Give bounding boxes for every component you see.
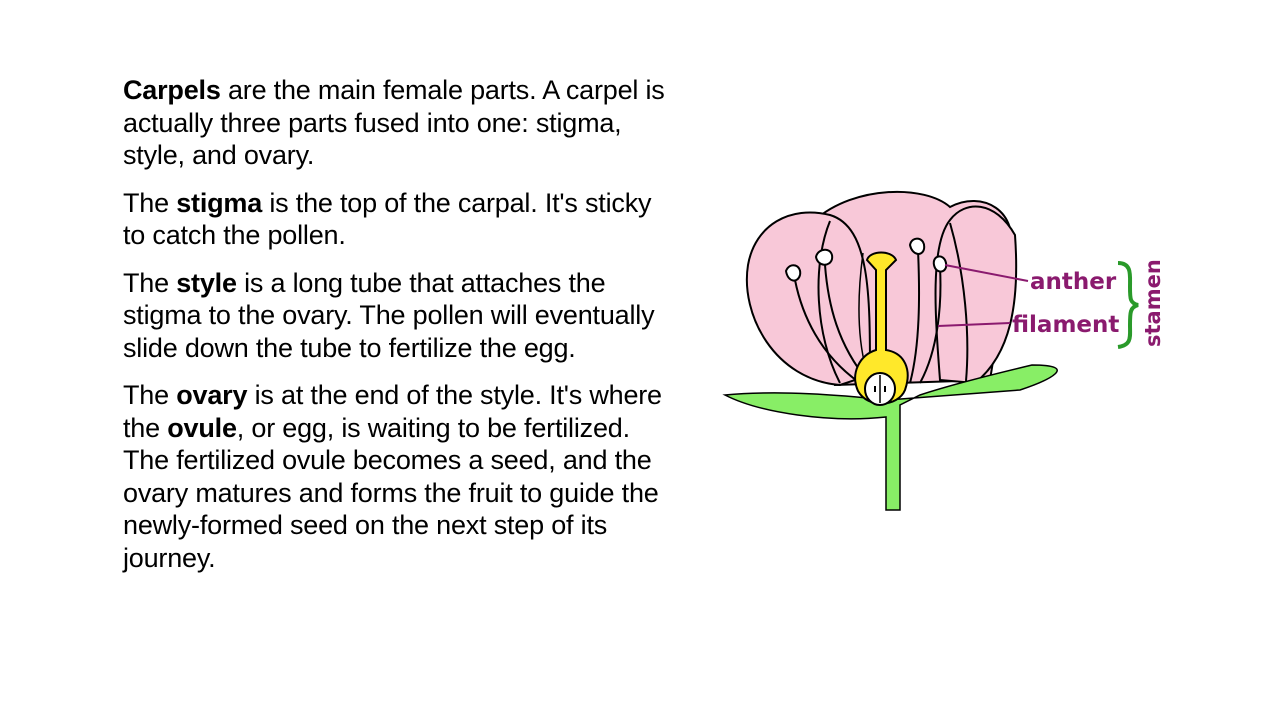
text-run: The [123,380,177,410]
key-term: ovule [167,412,237,443]
text-run: is a long tube that attaches the stigma … [123,267,655,363]
anther-1 [784,264,802,282]
text-run: is at the end of the style. It's where t… [123,380,662,443]
text-run: The [123,187,177,218]
text-run: , or egg, is waiting to be fertilized. T… [123,412,659,573]
paragraph-carpels: Carpels are the main female parts. A car… [123,74,675,172]
filament-label: filament [1012,312,1119,338]
text-run: The [123,267,177,298]
key-term: style [176,267,237,298]
carpel [854,251,909,405]
key-term: stigma [176,187,263,218]
anther-label: anther [1030,269,1117,295]
stem-and-leaves [722,364,1058,511]
stamen-label: stamen [1141,259,1165,347]
paragraph-stigma: The stigma is the top of the carpal. It'… [123,187,675,252]
left-petal [745,211,872,387]
anther-3 [908,237,926,255]
slide-text: Carpels are the main female parts. A car… [123,74,675,589]
stamen-brace [1117,261,1139,349]
key-term: Carpels [123,75,221,105]
paragraph-ovary: The ovary is at the end of the style. It… [123,379,675,574]
anther-2 [814,248,834,266]
paragraph-style: The style is a long tube that attaches t… [123,267,675,365]
key-term: ovary [176,380,248,410]
text-run: are the main female parts. A carpel is a… [123,75,665,170]
text-run: is the top of the carpal. It's sticky to… [123,187,652,251]
anther-4 [932,255,948,273]
right-petal [934,205,1018,385]
flower-diagram: anther filament stamen [720,185,1170,515]
